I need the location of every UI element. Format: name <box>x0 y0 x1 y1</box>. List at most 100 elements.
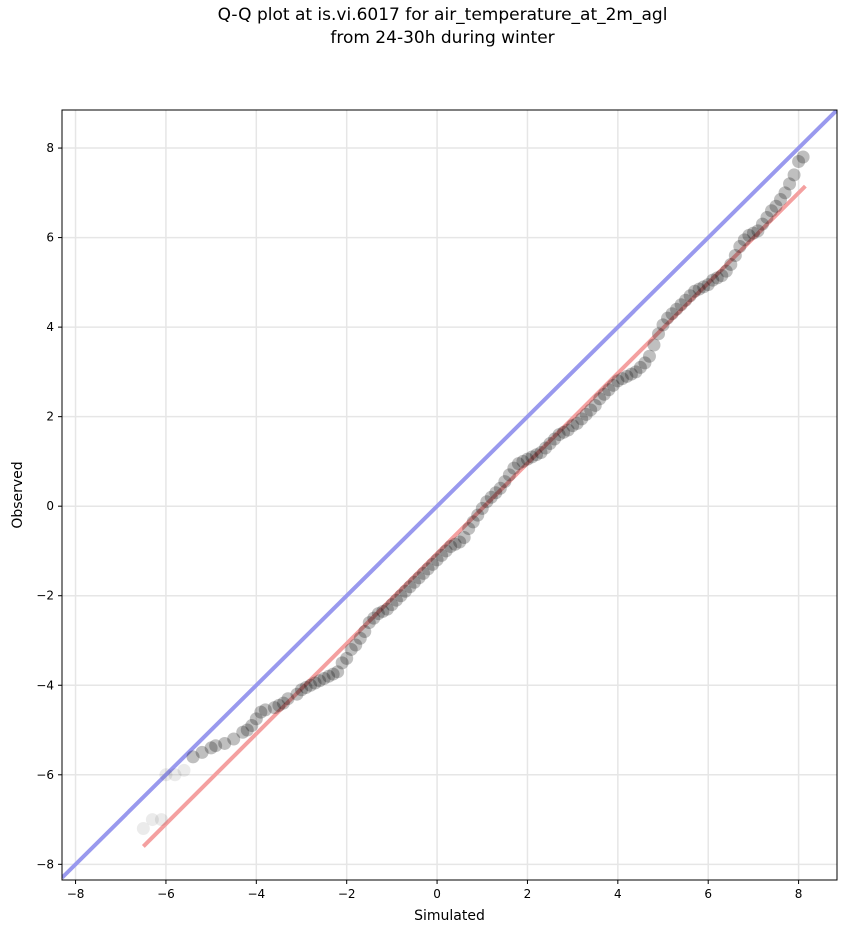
data-point <box>584 403 598 417</box>
chart-title-line-2: from 24-30h during winter <box>330 28 555 48</box>
data-point <box>796 150 810 164</box>
data-point <box>168 768 182 782</box>
grid-lines <box>62 110 837 880</box>
data-point <box>240 723 254 737</box>
data-point <box>353 631 367 645</box>
data-point <box>597 387 611 401</box>
data-point <box>335 656 349 670</box>
data-point <box>426 557 440 571</box>
data-point <box>322 669 336 683</box>
data-point <box>764 204 778 218</box>
data-point <box>633 360 647 374</box>
data-point <box>209 739 223 753</box>
data-points <box>136 150 810 836</box>
data-point <box>624 367 638 381</box>
data-point <box>489 486 503 500</box>
data-point <box>362 616 376 630</box>
data-point <box>719 264 733 278</box>
x-tick-label: 4 <box>614 887 622 901</box>
y-tick-label: −2 <box>36 589 54 603</box>
data-point <box>502 468 516 482</box>
data-point <box>697 280 711 294</box>
data-point <box>710 271 724 285</box>
data-point <box>507 461 521 475</box>
data-point <box>525 450 539 464</box>
data-point <box>755 217 769 231</box>
data-point <box>620 369 634 383</box>
data-point <box>254 705 268 719</box>
data-point <box>561 423 575 437</box>
data-point <box>715 269 729 283</box>
data-point <box>376 604 390 618</box>
data-point <box>611 374 625 388</box>
data-point <box>177 763 191 777</box>
identity-line <box>62 110 837 880</box>
data-point <box>629 365 643 379</box>
data-point <box>480 495 494 509</box>
data-point <box>534 445 548 459</box>
data-point <box>471 508 485 522</box>
data-point <box>774 193 788 207</box>
data-point <box>462 522 476 536</box>
data-point <box>656 318 670 332</box>
x-tick-label: −6 <box>157 887 175 901</box>
data-point <box>724 257 738 271</box>
data-point <box>195 745 209 759</box>
data-point <box>380 602 394 616</box>
data-point <box>340 651 354 665</box>
plot-content <box>62 110 837 880</box>
data-point <box>344 642 358 656</box>
data-point <box>746 226 760 240</box>
data-point <box>313 674 327 688</box>
data-point <box>290 687 304 701</box>
data-point <box>236 725 250 739</box>
data-point <box>652 327 666 341</box>
data-point <box>276 696 290 710</box>
data-point <box>444 539 458 553</box>
data-point <box>403 580 417 594</box>
x-tick-label: −8 <box>67 887 85 901</box>
y-tick-label: −6 <box>36 768 54 782</box>
data-point <box>430 553 444 567</box>
data-point <box>742 228 756 242</box>
data-point <box>295 683 309 697</box>
data-point <box>453 535 467 549</box>
data-point <box>769 199 783 213</box>
data-point <box>421 562 435 576</box>
data-point <box>674 298 688 312</box>
y-tick-label: 4 <box>46 320 54 334</box>
data-point <box>520 452 534 466</box>
y-tick-label: 0 <box>46 499 54 513</box>
data-point <box>398 584 412 598</box>
y-tick-label: −4 <box>36 678 54 692</box>
data-point <box>792 154 806 168</box>
data-point <box>692 282 706 296</box>
data-point <box>737 233 751 247</box>
data-point <box>358 625 372 639</box>
data-point <box>688 284 702 298</box>
data-point <box>145 813 159 827</box>
data-point <box>760 210 774 224</box>
data-point <box>670 302 684 316</box>
data-point <box>539 441 553 455</box>
chart-title: Q-Q plot at is.vi.6017 for air_temperatu… <box>0 4 845 50</box>
data-point <box>602 383 616 397</box>
data-point <box>484 490 498 504</box>
fit-line <box>141 184 807 848</box>
y-tick-label: 2 <box>46 410 54 424</box>
data-point <box>245 719 259 733</box>
data-point <box>475 501 489 515</box>
data-point <box>371 607 385 621</box>
data-point <box>575 412 589 426</box>
data-point <box>552 428 566 442</box>
data-point <box>457 531 471 545</box>
data-point <box>299 681 313 694</box>
data-point <box>317 672 331 686</box>
data-point <box>385 598 399 612</box>
data-point <box>566 419 580 433</box>
data-point <box>394 589 408 603</box>
plot-frame <box>61 109 838 881</box>
data-point <box>661 311 675 325</box>
data-point <box>367 611 381 625</box>
data-point <box>249 712 263 726</box>
